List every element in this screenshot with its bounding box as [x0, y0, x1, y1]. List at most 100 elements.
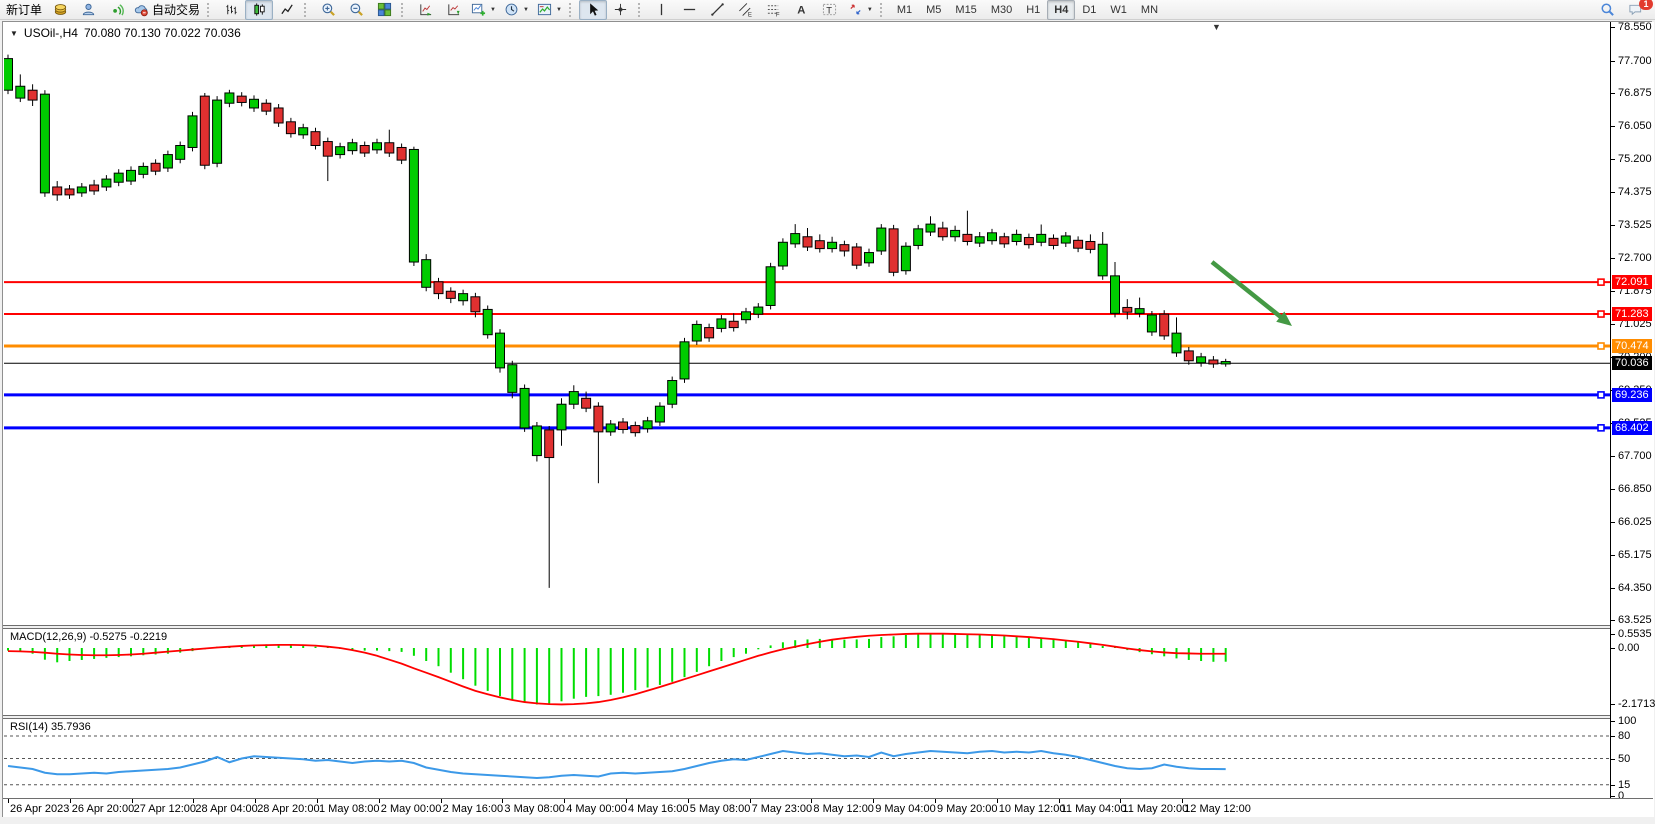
search-button[interactable] — [1593, 0, 1621, 20]
axis-tick — [1611, 704, 1615, 706]
arrows-icon — [850, 4, 861, 15]
time-tick-label: 5 May 08:00 — [689, 803, 751, 815]
text-label-button[interactable]: T — [816, 0, 844, 20]
candle-body — [52, 186, 63, 196]
tile-windows-button[interactable] — [370, 0, 398, 20]
candle-body — [322, 141, 333, 157]
vertical-line-button[interactable] — [648, 0, 676, 20]
candlestick-chart-button[interactable] — [245, 0, 274, 20]
chevron-down-icon[interactable]: ▼ — [490, 6, 496, 13]
timeframe-button-MN[interactable]: MN — [1140, 3, 1159, 16]
chevron-down-icon[interactable]: ▼ — [866, 6, 873, 13]
candle-body — [162, 154, 173, 169]
chart-shift-marker-icon[interactable]: ▼ — [1212, 22, 1221, 32]
candle-body — [89, 184, 100, 192]
autotrade-button-label: 自动交易 — [152, 3, 201, 17]
candle-body — [618, 421, 628, 431]
price-axis[interactable]: 78.550 77.700 76.875 76.050 75.200 74.375 73.5… — [1610, 21, 1655, 817]
timeframe-button-D1[interactable]: D1 — [1082, 3, 1097, 16]
periods-button[interactable]: ▼ — [500, 0, 533, 20]
candle-body — [531, 425, 542, 457]
timeframe-button-M15[interactable]: M15 — [955, 3, 977, 16]
timeframe-button-H1[interactable]: H1 — [1026, 3, 1041, 16]
timeframe-button-M5[interactable]: M5 — [926, 3, 942, 16]
time-tick — [1182, 799, 1184, 803]
line-chart-button[interactable] — [273, 0, 301, 20]
rsi-scale-label: 100 — [1618, 715, 1637, 727]
indicator-subwindow-button[interactable] — [439, 0, 467, 20]
macd-scale-min: -2.1713 — [1618, 698, 1655, 711]
time-axis[interactable]: 26 Apr 2023 26 Apr 20:00 27 Apr 12:00 28 Ap… — [3, 798, 1653, 817]
text-button[interactable]: A — [788, 0, 816, 20]
rsi-line — [7, 749, 1226, 780]
hline-handle[interactable] — [1597, 278, 1605, 286]
hline-handle[interactable] — [1597, 342, 1605, 350]
deposit-button[interactable] — [46, 0, 74, 20]
time-tick-label: 8 May 12:00 — [813, 803, 874, 815]
candle-body — [1196, 356, 1207, 364]
toolbar: 新订单 自动交易 ▼ ▼ ▼ E F A T ▼ M1 M5 M15 M30 H1 H4 D1 W1 MN 1 — [0, 0, 1655, 20]
cursor-button[interactable] — [578, 0, 607, 20]
toolbar-separator — [637, 2, 645, 17]
arrows-button[interactable]: ▼ — [844, 0, 877, 20]
candle-body — [642, 420, 653, 430]
axis-tick — [1611, 736, 1615, 737]
chevron-down-icon[interactable]: ▼ — [555, 6, 562, 13]
equidistant-channel-button[interactable]: E — [732, 0, 760, 20]
candle-body — [458, 293, 469, 302]
time-tick — [811, 799, 813, 803]
autotrade-button[interactable]: 自动交易 — [130, 0, 204, 20]
zoom-out-icon — [350, 3, 363, 16]
axis-tick — [1611, 60, 1615, 62]
price-chart[interactable] — [4, 23, 1610, 625]
timeframe-button-W1[interactable]: W1 — [1110, 3, 1127, 16]
new-order-button[interactable]: 新订单 — [2, 0, 46, 20]
zoom-out-button[interactable] — [342, 0, 370, 20]
period-clock-icon — [505, 3, 518, 16]
macd-signal-line — [7, 632, 1226, 706]
templates-button[interactable]: ▼ — [533, 0, 566, 20]
indicators-button[interactable] — [411, 0, 439, 20]
trendline-button[interactable] — [704, 0, 732, 20]
horizontal-line-button[interactable] — [676, 0, 704, 20]
candlestick-icon — [253, 3, 265, 16]
candle-body — [568, 391, 579, 405]
candle-body — [1073, 239, 1084, 249]
notifications-button[interactable]: 1 — [1621, 0, 1653, 20]
hline-handle[interactable] — [1597, 310, 1605, 318]
candle-body — [1085, 240, 1096, 250]
time-tick-label: 26 Apr 2023 — [10, 803, 70, 815]
time-tick — [69, 799, 71, 803]
bar-chart-button[interactable] — [217, 0, 245, 20]
fibonacci-button[interactable]: F — [760, 0, 788, 20]
trend-arrow-annotation[interactable] — [1210, 260, 1292, 326]
candle-body — [421, 259, 432, 288]
hline-handle[interactable] — [1597, 391, 1605, 399]
axis-tick — [1611, 191, 1615, 193]
chevron-down-icon[interactable]: ▼ — [522, 6, 529, 13]
candle-body — [814, 240, 825, 250]
time-tick — [935, 799, 936, 803]
candle-body — [900, 245, 911, 272]
timeframe-button-M1[interactable]: M1 — [896, 3, 913, 16]
candle-body — [126, 169, 136, 182]
panel-divider[interactable] — [3, 715, 1653, 719]
new-chart-button[interactable]: ▼ — [467, 0, 500, 20]
timeframe-button-M30[interactable]: M30 — [990, 3, 1013, 16]
signals-button[interactable] — [102, 0, 130, 20]
panel-divider[interactable] — [3, 625, 1653, 629]
hline-handle[interactable] — [1597, 424, 1605, 432]
deposit-icon — [54, 4, 66, 15]
timeframe-button-H4[interactable]: H4 — [1047, 0, 1076, 20]
accounts-button[interactable] — [74, 0, 102, 20]
zoom-in-button[interactable] — [314, 0, 342, 20]
crosshair-button[interactable] — [607, 0, 635, 20]
toolbar-separator — [401, 2, 408, 17]
time-tick — [131, 799, 133, 803]
rsi-panel — [4, 735, 1610, 786]
price-badge-71.283: 71.283 — [1612, 307, 1652, 322]
candle-body — [347, 142, 358, 152]
svg-text:T: T — [827, 5, 833, 15]
timeframe-toolbar: M1 M5 M15 M30 H1 H4 D1 W1 MN — [890, 0, 1165, 20]
collapse-triangle-icon[interactable]: ▼ — [10, 28, 18, 38]
